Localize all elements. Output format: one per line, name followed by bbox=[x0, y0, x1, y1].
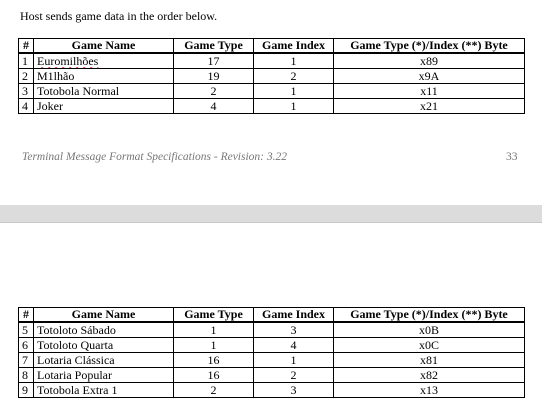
game-type: 17 bbox=[174, 53, 254, 69]
game-name: Totobola Normal bbox=[34, 84, 174, 99]
type-index-byte: x21 bbox=[334, 99, 525, 114]
game-name: Euromilhões bbox=[34, 53, 174, 69]
game-name: M1lhão bbox=[34, 69, 174, 84]
row-number: 7 bbox=[19, 353, 34, 368]
row-number: 4 bbox=[19, 99, 34, 114]
column-header-type-index-byte: Game Type (*)/Index (**) Byte bbox=[334, 308, 525, 323]
column-header-game-name: Game Name bbox=[34, 39, 174, 54]
type-index-byte: x81 bbox=[334, 353, 525, 368]
table-row: 6 Totoloto Quarta 1 4 x0C bbox=[19, 338, 525, 353]
table-row: 9 Totobola Extra 1 2 3 x13 bbox=[19, 383, 525, 398]
row-number: 1 bbox=[19, 53, 34, 69]
game-index: 1 bbox=[254, 84, 334, 99]
row-number: 2 bbox=[19, 69, 34, 84]
type-index-byte: x0B bbox=[334, 322, 525, 338]
type-index-byte: x0C bbox=[334, 338, 525, 353]
game-index: 2 bbox=[254, 69, 334, 84]
game-type: 16 bbox=[174, 353, 254, 368]
table-row: 4 Joker 4 1 x21 bbox=[19, 99, 525, 114]
intro-text: Host sends game data in the order below. bbox=[20, 9, 217, 24]
table-row: 7 Lotaria Clássica 16 1 x81 bbox=[19, 353, 525, 368]
page-footer-title: Terminal Message Format Specifications -… bbox=[22, 151, 287, 163]
page-edge bbox=[0, 222, 542, 223]
column-header-game-index: Game Index bbox=[254, 308, 334, 323]
game-name: Lotaria Clássica bbox=[34, 353, 174, 368]
game-type: 1 bbox=[174, 322, 254, 338]
game-index: 1 bbox=[254, 353, 334, 368]
game-name: Joker bbox=[34, 99, 174, 114]
type-index-byte: x13 bbox=[334, 383, 525, 398]
game-index: 1 bbox=[254, 99, 334, 114]
row-number: 3 bbox=[19, 84, 34, 99]
row-number: 5 bbox=[19, 322, 34, 338]
page-break-gap bbox=[0, 205, 542, 222]
game-index: 3 bbox=[254, 383, 334, 398]
spellcheck-word: Euromilhões bbox=[37, 54, 98, 68]
column-header-game-type: Game Type bbox=[174, 39, 254, 54]
game-type: 1 bbox=[174, 338, 254, 353]
game-index: 3 bbox=[254, 322, 334, 338]
table-row: 8 Lotaria Popular 16 2 x82 bbox=[19, 368, 525, 383]
game-index: 1 bbox=[254, 53, 334, 69]
game-name: Lotaria Popular bbox=[34, 368, 174, 383]
page-number: 33 bbox=[506, 151, 518, 163]
game-table-1: # Game Name Game Type Game Index Game Ty… bbox=[18, 38, 525, 114]
type-index-byte: x89 bbox=[334, 53, 525, 69]
table-row: 3 Totobola Normal 2 1 x11 bbox=[19, 84, 525, 99]
row-number: 8 bbox=[19, 368, 34, 383]
game-name: Totoloto Quarta bbox=[34, 338, 174, 353]
table-row: 2 M1lhão 19 2 x9A bbox=[19, 69, 525, 84]
column-header-number: # bbox=[19, 308, 34, 323]
game-name: Totoloto Sábado bbox=[34, 322, 174, 338]
game-name: Totobola Extra 1 bbox=[34, 383, 174, 398]
table-header-row: # Game Name Game Type Game Index Game Ty… bbox=[19, 308, 525, 323]
game-type: 2 bbox=[174, 383, 254, 398]
column-header-game-index: Game Index bbox=[254, 39, 334, 54]
game-type: 19 bbox=[174, 69, 254, 84]
column-header-type-index-byte: Game Type (*)/Index (**) Byte bbox=[334, 39, 525, 54]
game-type: 16 bbox=[174, 368, 254, 383]
type-index-byte: x82 bbox=[334, 368, 525, 383]
column-header-game-type: Game Type bbox=[174, 308, 254, 323]
column-header-game-name: Game Name bbox=[34, 308, 174, 323]
table-header-row: # Game Name Game Type Game Index Game Ty… bbox=[19, 39, 525, 54]
game-table-2: # Game Name Game Type Game Index Game Ty… bbox=[18, 307, 525, 398]
game-index: 2 bbox=[254, 368, 334, 383]
game-type: 4 bbox=[174, 99, 254, 114]
table-row: 5 Totoloto Sábado 1 3 x0B bbox=[19, 322, 525, 338]
column-header-number: # bbox=[19, 39, 34, 54]
type-index-byte: x9A bbox=[334, 69, 525, 84]
game-type: 2 bbox=[174, 84, 254, 99]
game-index: 4 bbox=[254, 338, 334, 353]
row-number: 6 bbox=[19, 338, 34, 353]
row-number: 9 bbox=[19, 383, 34, 398]
table-row: 1 Euromilhões 17 1 x89 bbox=[19, 53, 525, 69]
type-index-byte: x11 bbox=[334, 84, 525, 99]
